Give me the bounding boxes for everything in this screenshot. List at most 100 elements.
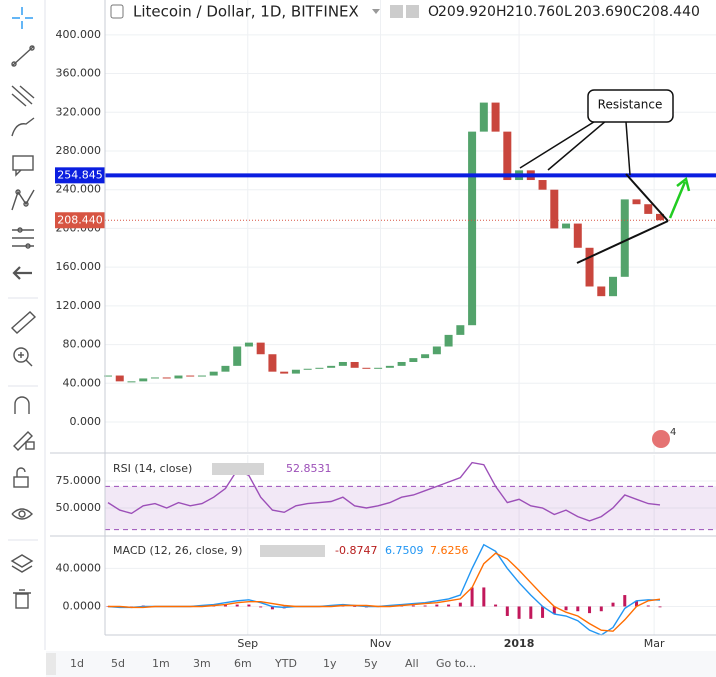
zoom-tool[interactable] (13, 347, 33, 367)
quote-value: 203.690 (574, 4, 632, 20)
candle (620, 199, 629, 277)
macd-histogram-bar (576, 606, 580, 612)
x-tick-label: Sep (237, 637, 258, 650)
macd-line (108, 552, 661, 632)
hline-price-tag (55, 167, 105, 184)
candle (150, 377, 159, 379)
macd-title: MACD (12, 26, close, 9) (113, 544, 242, 557)
rsi-value: 52.8531 (286, 462, 332, 475)
macd-histogram-bar (423, 605, 427, 607)
macd-histogram-bar (646, 605, 650, 607)
macd-histogram-bar (588, 606, 592, 614)
y-tick-label: 280.000 (56, 144, 102, 157)
x-tick-label: Mar (644, 637, 665, 650)
range-button[interactable]: 1d (70, 657, 84, 670)
x-tick-label: Nov (370, 637, 392, 650)
quote-key: C (632, 4, 642, 20)
title-dropdown[interactable] (372, 9, 380, 14)
range-button[interactable]: YTD (274, 657, 297, 670)
rsi-controls[interactable] (212, 463, 264, 475)
candle (221, 365, 230, 372)
range-button[interactable]: 1m (152, 657, 170, 670)
macd-hist-value: -0.8747 (335, 544, 377, 557)
measure-tool[interactable] (10, 311, 37, 334)
macd-histogram-bar (259, 606, 263, 608)
brush-tool[interactable] (11, 117, 35, 137)
goto-button[interactable]: Go to... (436, 657, 476, 670)
grid-layer: 0.00040.00080.000120.000160.000200.00024… (56, 0, 716, 650)
trendline-tool[interactable] (11, 45, 35, 67)
bottom-bar (46, 651, 716, 677)
lock-tool[interactable] (13, 467, 29, 488)
candle (656, 213, 664, 221)
candle (585, 247, 594, 287)
range-button[interactable]: 5y (364, 657, 378, 670)
eye-button[interactable] (390, 5, 403, 18)
macd-histogram-bar (482, 587, 486, 607)
macd-line-value: 6.7509 (385, 544, 424, 557)
back-tool[interactable] (12, 266, 32, 280)
magnet-tool[interactable] (14, 396, 30, 414)
fib-tool[interactable] (11, 85, 35, 107)
delete-tool[interactable] (13, 589, 31, 609)
candle (280, 371, 289, 374)
visibility-tool[interactable] (11, 508, 33, 520)
candle (303, 368, 312, 370)
quote-key: O (428, 4, 439, 20)
rsi-line (107, 461, 661, 522)
range-buttons: 1d 5d 1m 3m 6m YTD 1y 5y All Go to... (70, 657, 476, 670)
candle (104, 375, 112, 377)
candle (350, 361, 359, 368)
candle (609, 276, 618, 297)
y-tick-label: 240.000 (56, 183, 102, 196)
macd-histogram-bar (435, 604, 439, 607)
candle (644, 204, 653, 214)
candle (444, 334, 453, 347)
collapse-button[interactable] (46, 653, 56, 675)
text-tool[interactable] (12, 155, 34, 177)
symbol-icon[interactable] (110, 4, 124, 19)
candle (327, 365, 336, 368)
candle (315, 367, 324, 369)
range-button[interactable]: 3m (193, 657, 211, 670)
range-button[interactable]: All (405, 657, 419, 670)
macd-histogram-bar (247, 604, 251, 607)
candle (338, 361, 347, 366)
quote-value: 209.920 (438, 4, 496, 20)
macd-histogram-bar (517, 606, 521, 619)
left-toolbar (8, 0, 46, 650)
macd-histogram-bar (411, 605, 415, 607)
range-button[interactable]: 1y (323, 657, 337, 670)
range-button[interactable]: 6m (234, 657, 252, 670)
candle (186, 375, 195, 377)
green-arrow (668, 176, 691, 219)
macd-histogram-bar (470, 587, 474, 607)
last-price-tag (55, 212, 105, 229)
last-price-label: 208.440 (57, 213, 103, 226)
candle (233, 346, 242, 366)
macd-histogram-bar (494, 604, 498, 607)
candle (397, 361, 406, 366)
candle (503, 131, 512, 181)
y-tick-label: 0.0000 (63, 599, 102, 612)
macd-controls[interactable] (260, 545, 325, 557)
range-button[interactable]: 5d (111, 657, 125, 670)
candle (468, 131, 477, 326)
layers-tool[interactable] (10, 554, 34, 573)
y-tick-label: 360.000 (56, 67, 102, 80)
support-trendline (576, 220, 669, 264)
candle (174, 375, 183, 379)
macd-histogram-bar (458, 602, 462, 607)
events-flag[interactable] (652, 430, 670, 448)
candle (456, 325, 465, 335)
chart-title: Litecoin / Dollar, 1D, BITFINEX (133, 3, 359, 21)
settings-button[interactable] (406, 5, 419, 18)
candle (562, 223, 571, 229)
macd-histogram-bar (541, 606, 545, 618)
crosshair-tool[interactable] (12, 7, 33, 29)
candle (550, 189, 559, 229)
pattern-tool[interactable] (11, 189, 35, 211)
lock-drawing-tool[interactable] (13, 431, 35, 451)
prediction-tool[interactable] (12, 227, 34, 249)
